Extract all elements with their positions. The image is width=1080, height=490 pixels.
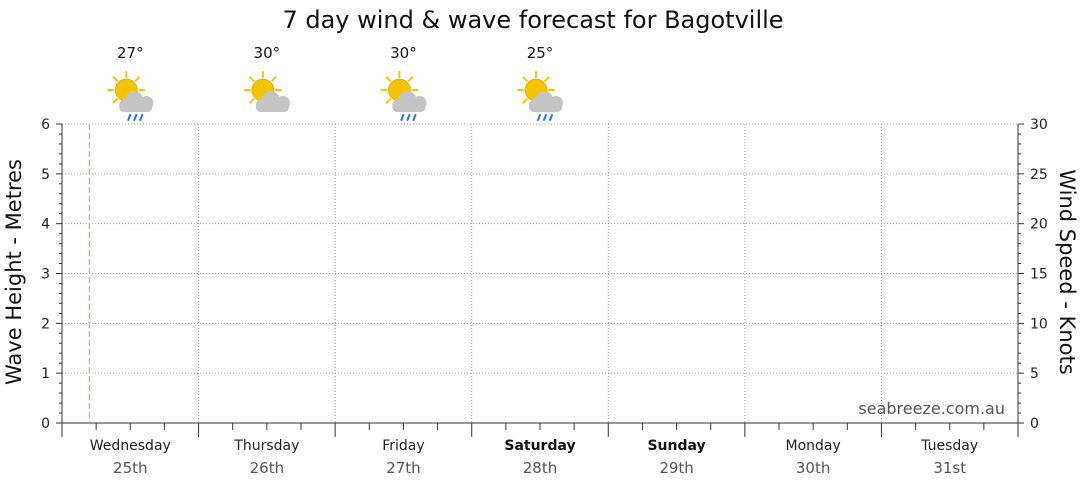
left-tick-label: 4	[41, 217, 50, 233]
cloud	[119, 91, 154, 112]
left-tick-label: 1	[41, 366, 50, 382]
rain-drop	[139, 114, 144, 121]
rain-drop	[133, 114, 138, 121]
right-tick-label: 0	[1030, 416, 1039, 432]
sun-ray	[249, 98, 255, 104]
temperature-label: 30°	[254, 44, 281, 62]
left-tick-label: 3	[41, 267, 50, 283]
weather-row: 27° 30° 30° 25°	[107, 44, 563, 121]
rain-drop	[406, 114, 411, 121]
rain-drop	[412, 114, 417, 121]
day-label: Wednesday	[90, 438, 171, 454]
x-axis: Wednesday 25th Thursday 26th Friday 27th Satur…	[61, 423, 1019, 477]
right-axis-label: Wind Speed - Knots	[1055, 169, 1079, 374]
right-tick-label: 15	[1030, 267, 1048, 283]
rain-drop	[537, 114, 541, 121]
cloud-base	[119, 103, 153, 112]
sun-ray	[271, 76, 277, 82]
sun-ray	[134, 76, 141, 82]
date-label: 30th	[796, 459, 830, 477]
cloud	[529, 91, 563, 112]
date-label: 26th	[250, 459, 284, 477]
sun-ray	[112, 76, 119, 82]
rain-drop	[549, 114, 553, 121]
rain-drop	[127, 114, 132, 121]
date-label: 29th	[659, 459, 693, 477]
right-tick-label: 20	[1030, 217, 1048, 233]
sun-ray	[407, 76, 414, 82]
date-label: 28th	[523, 459, 557, 477]
day-label: Monday	[786, 438, 841, 454]
sun-cloud-rain-icon	[380, 71, 427, 121]
cloud	[255, 91, 290, 112]
sun-ray	[249, 76, 255, 82]
watermark: seabreeze.com.au	[858, 399, 1005, 418]
sun-ray	[522, 98, 528, 104]
date-label: 31st	[933, 459, 966, 477]
temperature-label: 25°	[527, 44, 554, 62]
right-tick-label: 5	[1030, 366, 1039, 382]
sun-cloud-rain-icon	[517, 71, 563, 121]
cloud-base	[392, 103, 426, 112]
left-axis-label: Wave Height - Metres	[2, 159, 26, 385]
left-tick-label: 6	[41, 117, 50, 133]
sun-ray	[385, 76, 392, 82]
right-tick-label: 25	[1030, 167, 1048, 183]
left-tick-label: 2	[41, 316, 50, 332]
right-tick-label: 10	[1030, 316, 1048, 332]
day-label: Friday	[382, 438, 424, 454]
day-label: Saturday	[504, 438, 575, 454]
sun-ray	[522, 76, 528, 82]
date-label: 27th	[386, 459, 420, 477]
grid-lines	[62, 123, 1018, 423]
day-label: Sunday	[647, 438, 705, 454]
sun-ray	[385, 98, 392, 104]
left-y-axis: 0 1 2 3 4 5 6	[41, 117, 62, 432]
left-tick-label: 0	[41, 416, 50, 432]
cloud-base	[255, 103, 289, 112]
left-tick-label: 5	[41, 167, 50, 183]
chart-title: 7 day wind & wave forecast for Bagotvill…	[282, 6, 783, 34]
sun-cloud-icon	[243, 71, 290, 112]
rain-drop	[400, 114, 405, 121]
rain-drop	[543, 114, 547, 121]
temperature-label: 27°	[117, 44, 144, 62]
temperature-label: 30°	[390, 44, 417, 62]
day-label: Tuesday	[920, 438, 978, 454]
right-tick-label: 30	[1030, 117, 1048, 133]
day-label: Thursday	[233, 438, 299, 454]
sun-ray	[544, 76, 550, 82]
sun-cloud-rain-icon	[107, 71, 154, 121]
cloud	[392, 91, 427, 112]
right-y-axis: 0 5 10 15 20 25 30	[1018, 117, 1048, 432]
date-label: 25th	[113, 459, 147, 477]
cloud-base	[529, 103, 562, 112]
sun-ray	[112, 98, 119, 104]
